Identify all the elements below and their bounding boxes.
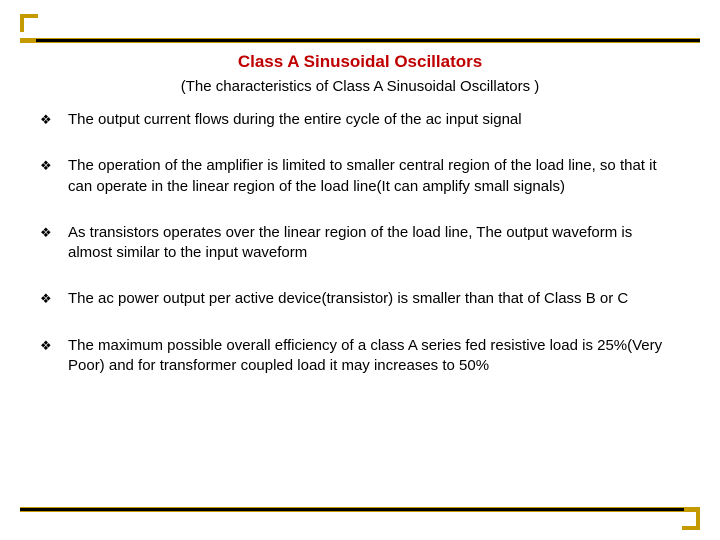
- bullet-list: ❖ The output current flows during the en…: [40, 110, 680, 402]
- list-item-text: As transistors operates over the linear …: [68, 223, 680, 264]
- list-item-text: The ac power output per active device(tr…: [68, 289, 680, 309]
- slide-title: Class A Sinusoidal Oscillators: [0, 52, 720, 72]
- diamond-bullet-icon: ❖: [40, 223, 68, 242]
- top-rule-black: [36, 39, 700, 42]
- diamond-bullet-icon: ❖: [40, 336, 68, 355]
- diamond-bullet-icon: ❖: [40, 289, 68, 308]
- bottom-right-corner-ornament: [682, 512, 700, 530]
- list-item: ❖ The maximum possible overall efficienc…: [40, 336, 680, 377]
- list-item-text: The output current flows during the enti…: [68, 110, 680, 130]
- diamond-bullet-icon: ❖: [40, 110, 68, 129]
- list-item: ❖ The output current flows during the en…: [40, 110, 680, 130]
- list-item: ❖ The ac power output per active device(…: [40, 289, 680, 309]
- top-left-corner-ornament: [20, 14, 38, 32]
- list-item: ❖ The operation of the amplifier is limi…: [40, 156, 680, 197]
- diamond-bullet-icon: ❖: [40, 156, 68, 175]
- list-item: ❖ As transistors operates over the linea…: [40, 223, 680, 264]
- list-item-text: The maximum possible overall efficiency …: [68, 336, 680, 377]
- bottom-rule-black: [20, 508, 684, 511]
- list-item-text: The operation of the amplifier is limite…: [68, 156, 680, 197]
- slide-subtitle: (The characteristics of Class A Sinusoid…: [0, 78, 720, 95]
